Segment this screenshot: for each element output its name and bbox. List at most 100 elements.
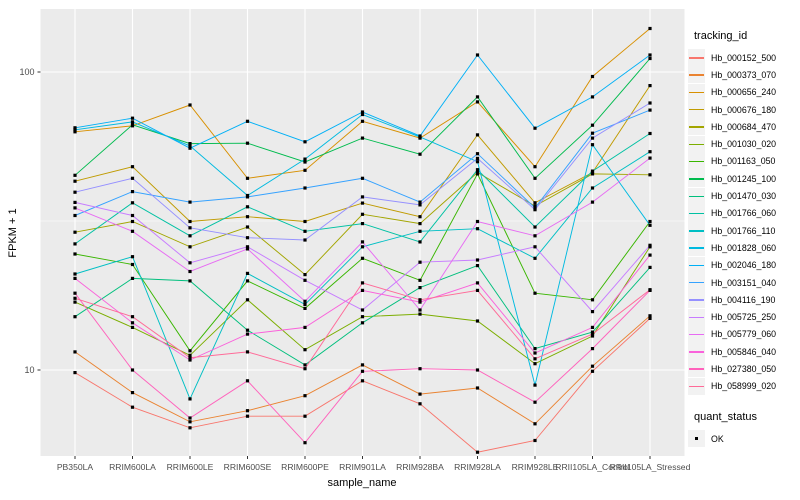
data-point [245, 195, 250, 199]
legend-item: Hb_002046_180 [688, 256, 798, 274]
legend-item: Hb_000684_470 [688, 118, 798, 136]
data-point [590, 95, 595, 99]
legend-item: Hb_005779_060 [688, 325, 798, 343]
legend-key-line-icon [689, 74, 704, 76]
data-point [188, 397, 192, 401]
legend-key-icon [688, 256, 705, 274]
legend-key-icon [688, 170, 705, 188]
data-point [130, 176, 135, 180]
legend-key-line-icon [689, 333, 704, 336]
data-point [73, 242, 77, 246]
legend-item: Hb_027380_050 [688, 360, 798, 378]
data-point [73, 173, 77, 177]
legend-key-icon [688, 187, 705, 205]
data-point [533, 362, 537, 366]
data-point [360, 195, 365, 199]
data-point [188, 245, 192, 249]
legend-key-line-icon [689, 57, 704, 59]
legend-key-line-icon [689, 178, 704, 180]
legend-item: Hb_001163_050 [688, 152, 798, 170]
data-point [418, 203, 422, 207]
legend-key-line-icon [689, 247, 704, 249]
data-point [303, 160, 307, 164]
data-point [418, 229, 422, 233]
data-point [533, 400, 537, 404]
legend-item: Hb_005725_250 [688, 308, 798, 326]
legend-item: Hb_004116_190 [688, 291, 798, 309]
data-point [360, 119, 365, 123]
data-point [73, 190, 77, 194]
data-point [418, 300, 422, 304]
data-point [648, 84, 652, 88]
data-point [418, 286, 422, 290]
legend-item-label: Hb_001163_050 [711, 156, 776, 167]
legend-item-label: Hb_001470_030 [711, 191, 777, 202]
data-point [360, 363, 365, 367]
data-point [245, 271, 250, 275]
legend-item-label: Hb_001245_100 [711, 173, 777, 184]
legend-item-label: Hb_004116_190 [711, 294, 776, 305]
data-point [360, 379, 365, 383]
data-point [648, 223, 652, 227]
data-point [648, 156, 652, 160]
data-point [475, 386, 480, 390]
data-point [648, 53, 652, 57]
data-point [360, 222, 365, 226]
data-point [245, 409, 250, 413]
data-point [475, 368, 480, 372]
data-point [418, 215, 422, 219]
data-point [188, 358, 192, 362]
data-point [360, 110, 365, 114]
data-point [475, 53, 480, 57]
legend-key-icon [688, 222, 705, 240]
data-point [590, 298, 595, 302]
data-point [360, 245, 365, 249]
data-point [590, 186, 595, 190]
data-point [130, 405, 135, 409]
legend-key-line-icon [689, 299, 704, 301]
data-point [533, 126, 537, 130]
data-point [188, 226, 192, 230]
data-point [73, 291, 77, 295]
data-point [475, 156, 480, 160]
data-point [475, 100, 480, 104]
data-point [130, 116, 135, 120]
data-point [590, 74, 595, 79]
data-point [475, 172, 480, 176]
data-point [130, 391, 135, 395]
x-tick-label: RRII105LA_Control [555, 462, 630, 472]
legend-item: Hb_001470_030 [688, 187, 798, 205]
legend-key-line-icon [689, 264, 704, 267]
data-point [533, 176, 537, 180]
data-point [303, 394, 307, 398]
x-axis-title: sample_name [327, 477, 396, 489]
legend-key-line-icon [689, 126, 704, 128]
data-point [418, 312, 422, 316]
data-point [73, 300, 77, 304]
data-point [73, 230, 77, 234]
data-point [360, 321, 365, 325]
data-point [533, 422, 537, 426]
data-point [73, 315, 77, 319]
legend-key-icon [688, 152, 705, 170]
data-point [418, 200, 422, 204]
legend-key-line-icon [689, 368, 704, 370]
data-point [590, 123, 595, 127]
data-point [648, 131, 652, 136]
data-point [475, 152, 480, 156]
data-point [475, 133, 480, 137]
data-point [475, 168, 480, 172]
data-point [418, 260, 422, 264]
data-point [245, 176, 250, 180]
legend-item: Hb_001766_110 [688, 222, 798, 240]
data-point [475, 258, 480, 262]
axes: 10 100 PB350LA RRIM600LA RRIM600LE RRIM600SE R… [19, 67, 690, 472]
data-point [475, 95, 480, 99]
data-point [188, 142, 192, 146]
data-point [418, 152, 422, 156]
data-point [245, 141, 250, 145]
data-point [360, 176, 365, 180]
data-point [245, 379, 250, 383]
legend-item-label: Hb_002046_180 [711, 260, 777, 271]
data-point [130, 325, 135, 329]
